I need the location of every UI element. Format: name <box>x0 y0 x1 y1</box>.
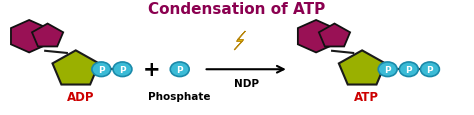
Text: P: P <box>176 65 183 74</box>
Polygon shape <box>298 21 334 53</box>
Circle shape <box>420 62 439 77</box>
Polygon shape <box>234 32 246 50</box>
Circle shape <box>170 62 189 77</box>
Text: P: P <box>427 65 433 74</box>
Polygon shape <box>53 51 99 85</box>
Polygon shape <box>319 24 350 47</box>
Circle shape <box>113 62 132 77</box>
Text: P: P <box>405 65 412 74</box>
Text: ATP: ATP <box>354 90 379 103</box>
Circle shape <box>92 62 111 77</box>
Text: +: + <box>143 60 161 80</box>
Polygon shape <box>32 24 63 47</box>
Polygon shape <box>11 21 47 53</box>
Circle shape <box>378 62 397 77</box>
Text: Condensation of ATP: Condensation of ATP <box>148 2 326 17</box>
Text: P: P <box>384 65 391 74</box>
Text: Phosphate: Phosphate <box>148 92 211 101</box>
Text: NDP: NDP <box>234 78 259 88</box>
Circle shape <box>400 62 418 77</box>
Polygon shape <box>339 51 385 85</box>
Text: ADP: ADP <box>66 90 94 103</box>
Text: P: P <box>98 65 105 74</box>
Text: P: P <box>119 65 126 74</box>
